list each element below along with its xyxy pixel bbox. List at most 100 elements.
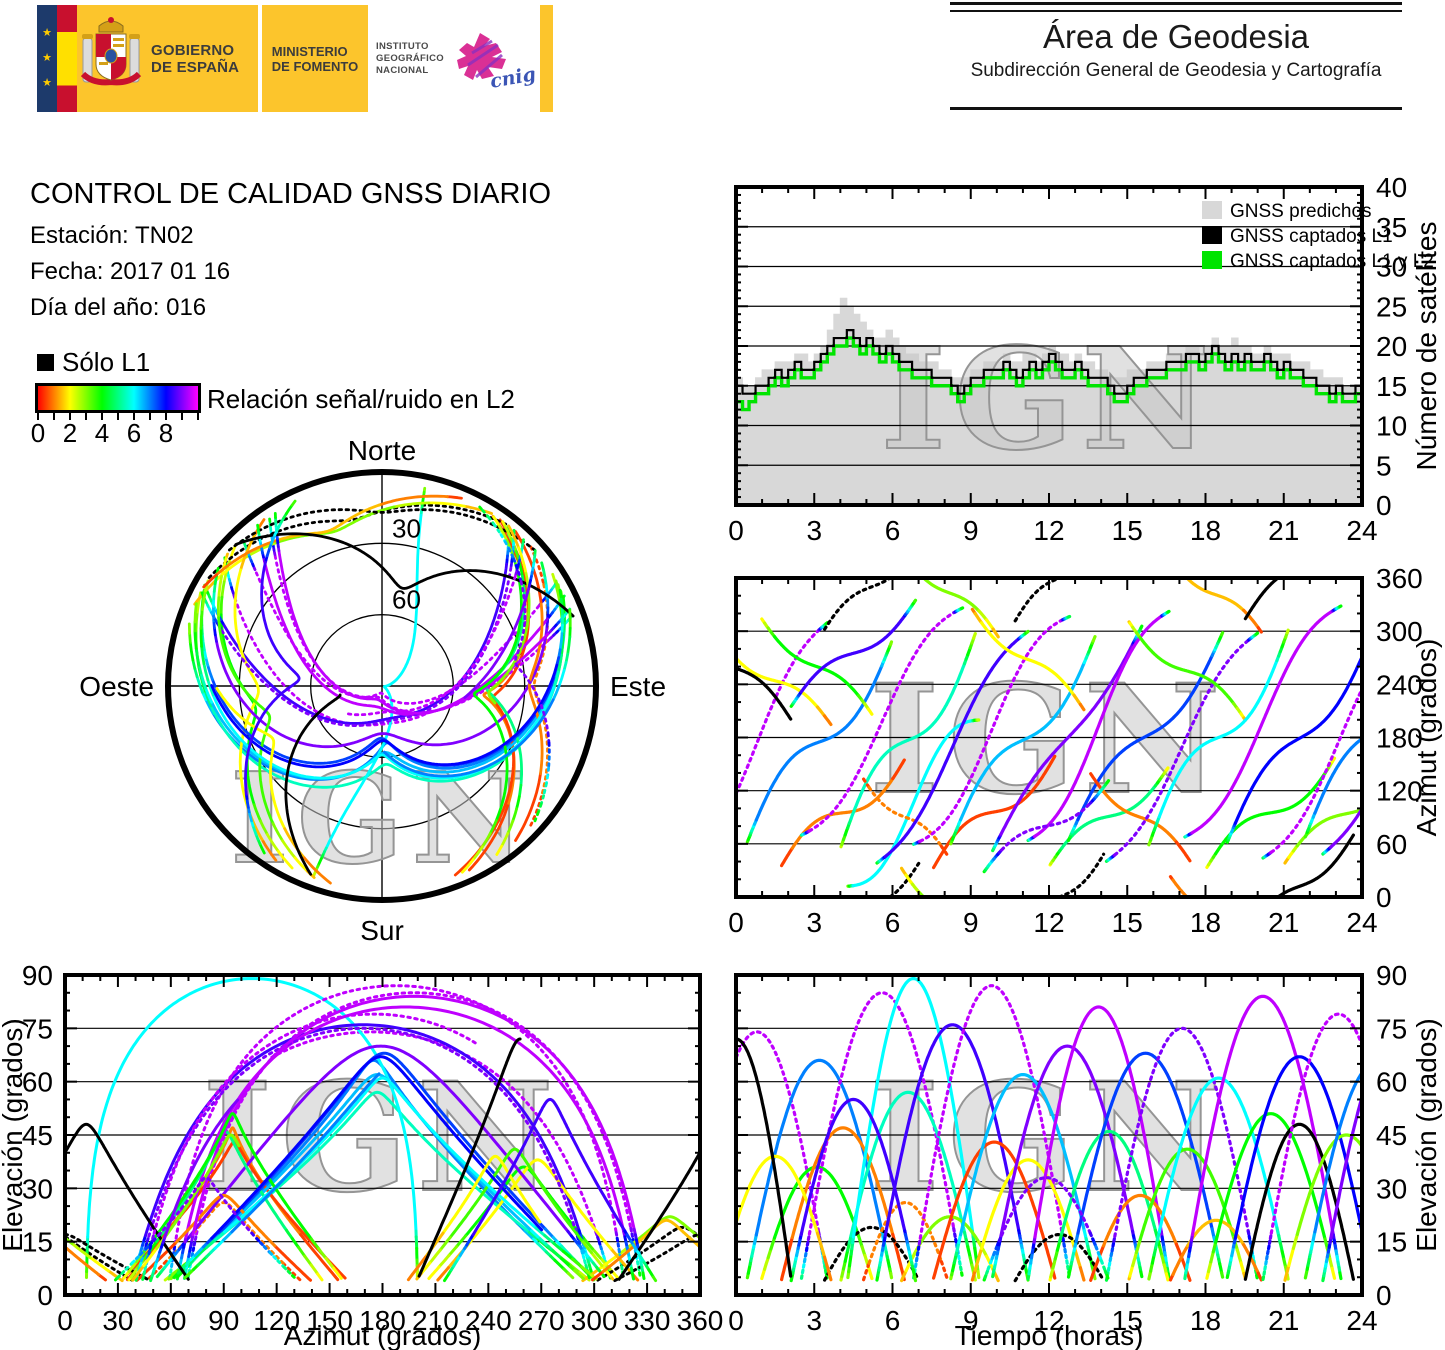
satellite-track [462,504,494,515]
satellite-track [1107,1258,1112,1268]
satellite-track [206,678,215,697]
svg-text:0: 0 [37,1280,53,1311]
black-square-icon [37,354,54,371]
satellite-track [1233,655,1364,825]
satellite-track [265,833,280,853]
snr-colorbar-label: Relación señal/ruido en L2 [207,384,515,414]
satellite-track [1138,635,1236,706]
satellite-track [199,608,204,630]
tracks [63,977,702,1283]
satellite-track [467,804,510,872]
satellite-track [597,1240,603,1249]
satellite-track [558,588,563,601]
satellite-track [959,606,965,611]
svg-text:24: 24 [1346,515,1377,546]
satellite-track [861,1261,871,1282]
svg-text:3: 3 [806,515,822,546]
satellite-track [529,791,544,827]
satellite-track [191,1243,196,1252]
satellite-track [1251,1254,1256,1263]
satellite-track [1064,1253,1069,1263]
satellite-track [149,1112,313,1244]
satellite-track [130,1257,138,1265]
satellite-track [1076,1051,1214,1235]
satellite-track [528,1230,540,1241]
satellite-track [1261,1272,1266,1282]
svg-text:6: 6 [885,1305,901,1336]
spain-flag-strip [57,5,77,112]
satellite-track [591,1247,602,1260]
satellite-track [514,564,520,574]
satellite-track [211,686,556,780]
header-rule [950,2,1402,5]
satellite-track [147,1026,578,1238]
satellite-track [815,1231,827,1259]
satellite-track [268,1251,276,1259]
colorbar-tick [117,413,119,420]
colorbar-tick [53,413,55,420]
satellite-track [979,1158,1076,1251]
svg-text:Norte: Norte [348,435,416,466]
svg-text:60: 60 [22,1067,53,1098]
colorbar-tick-label: 2 [62,418,78,448]
satellite-track [219,1090,531,1238]
satellite-track [1065,1259,1070,1269]
chart-satellite-count: IGN GNSS predichos GNSS captados L1 GNSS ca… [728,172,1442,546]
svg-text:12: 12 [1033,1305,1064,1336]
svg-text:3: 3 [806,907,822,938]
satellite-track [1190,994,1334,1237]
svg-text:5: 5 [1376,450,1392,481]
satellite-track [290,499,297,507]
svg-text:45: 45 [1376,1120,1407,1151]
satellite-track [151,1231,156,1240]
satellite-track [914,1253,920,1263]
satellite-track [557,669,566,688]
satellite-track [1062,1242,1067,1252]
satellite-track [1283,1263,1291,1282]
satellite-track [299,1233,340,1282]
satellite-track [561,595,566,616]
satellite-track [290,1274,299,1282]
satellite-track [971,631,977,641]
satellite-track [533,810,540,823]
satellite-track [954,1237,959,1247]
svg-text:30: 30 [102,1305,133,1336]
satellite-track [219,595,224,617]
satellite-track [64,1246,101,1277]
svg-text:15: 15 [1376,1227,1407,1258]
colorbar-tick [69,413,71,420]
satellite-track [1057,852,1106,899]
satellite-track [1209,1250,1215,1264]
satellite-track [589,1251,604,1268]
satellite-track [1211,1240,1218,1254]
satellite-track [106,1269,124,1283]
satellite-track [561,1249,574,1261]
satellite-track [143,1262,148,1271]
satellite-track [142,1246,159,1268]
satellite-track [806,1232,812,1242]
satellite-track [1219,631,1225,637]
satellite-track [1072,693,1083,707]
satellite-track [196,1255,209,1267]
satellite-track [577,1239,582,1248]
satellite-track [997,1233,1004,1243]
satellite-track [193,602,198,624]
satellite-track [207,503,509,579]
satellite-track [200,589,208,611]
banner-divider [258,5,262,112]
colorbar-tick [85,413,87,420]
ministerio-block: MINISTERIO DE FOMENTO [262,5,368,112]
satellite-track [849,1090,967,1238]
satellite-track [215,627,549,749]
satellite-track [223,1076,538,1234]
svg-text:18: 18 [1190,515,1221,546]
satellite-track [271,822,284,843]
satellite-track [285,1228,294,1241]
satellite-track [952,1226,957,1236]
satellite-track [1235,1248,1243,1265]
svg-text:21: 21 [1268,907,1299,938]
satellite-track [270,1030,598,1234]
satellite-track [1233,1055,1364,1240]
satellite-track [221,562,509,725]
